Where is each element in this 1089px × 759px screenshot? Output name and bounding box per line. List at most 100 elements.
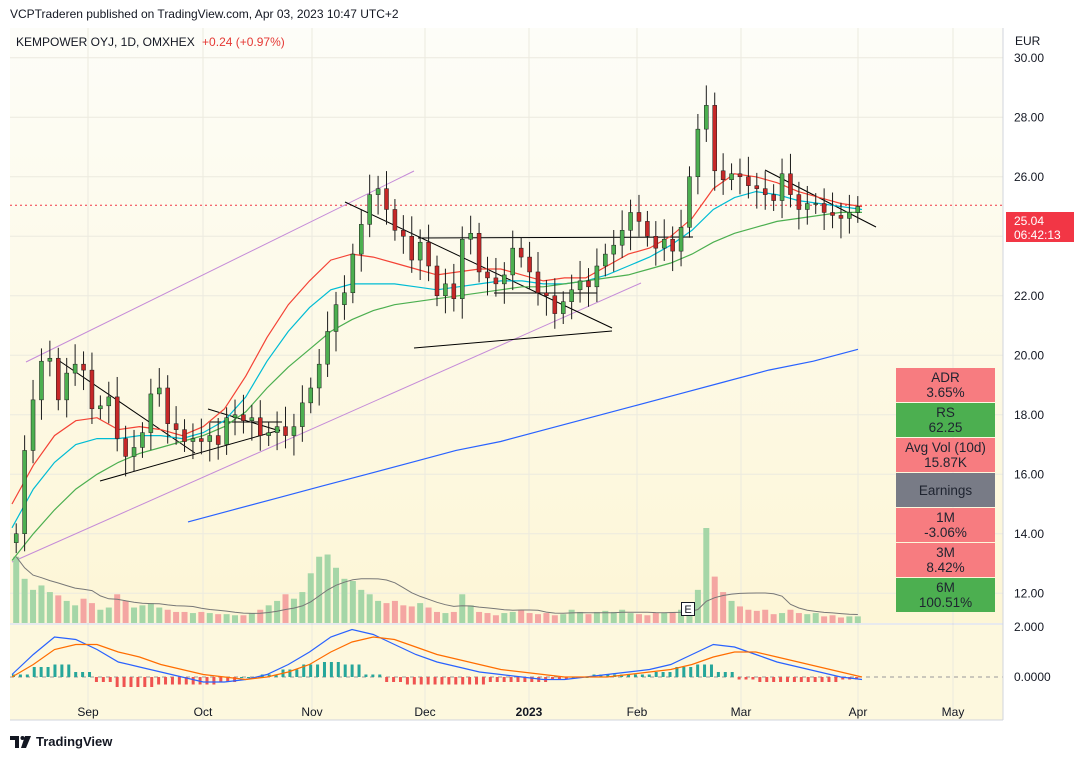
volume-bar (854, 616, 861, 623)
macd-histogram-bar (495, 677, 499, 682)
volume-bar (812, 613, 819, 623)
stat-3m: 3M 8.42% (896, 543, 995, 577)
candle-body (535, 271, 541, 294)
candle-body (670, 238, 675, 252)
volume-bar (13, 556, 20, 623)
macd-histogram-bar (67, 664, 71, 677)
candles (13, 85, 861, 554)
macd-histogram-bar (364, 674, 368, 677)
candle-body (762, 188, 768, 195)
candle-body (131, 447, 137, 457)
volume-bar (324, 554, 331, 623)
candle-body (636, 212, 642, 222)
volume-bar (400, 605, 407, 623)
macd-histogram-bar (205, 677, 209, 685)
candle-body (417, 241, 423, 261)
macd-histogram-bar (385, 677, 389, 682)
macd-histogram-bar (627, 674, 631, 677)
tradingview-logo-icon (10, 735, 31, 748)
volume-bar (21, 578, 28, 623)
price-tick-label: 16.00 (1014, 467, 1044, 481)
candle-body (468, 233, 473, 240)
volume-bar (240, 615, 247, 623)
macd-pane (10, 628, 1003, 687)
macd-histogram-bar (309, 664, 313, 677)
volume-bar (543, 613, 550, 623)
candle-body (215, 435, 221, 445)
macd-histogram-bar (143, 677, 147, 687)
candle-body (232, 414, 238, 418)
candle-body (493, 277, 499, 285)
symbol-legend[interactable]: KEMPOWER OYJ, 1D, OMXHEX +0.24 (+0.97%) (16, 35, 285, 49)
candle-body (594, 265, 600, 288)
volume-bar (476, 611, 483, 623)
macd-histogram-bar (502, 677, 506, 682)
volume-bar (635, 614, 642, 623)
macd-histogram-bar (240, 677, 244, 678)
macd-histogram-bar (475, 677, 479, 685)
trend-line (413, 330, 613, 349)
macd-histogram-bar (682, 667, 686, 677)
candle-body (64, 372, 69, 401)
macd-histogram-bar (668, 672, 672, 677)
macd-histogram-bar (744, 677, 748, 680)
volume-bar (349, 581, 356, 623)
volume-bar (669, 611, 676, 623)
volume-bar (131, 607, 138, 623)
candle-body (392, 209, 398, 231)
stat-adr: ADR 3.65% (896, 368, 995, 402)
candle-body (813, 203, 818, 205)
macd-histogram-bar (316, 664, 320, 677)
macd-histogram-bar (447, 677, 451, 685)
countdown: 06:42:13 (1014, 228, 1061, 242)
macd-histogram-bar (703, 664, 707, 677)
volume-bar (678, 609, 685, 623)
candle-body (140, 432, 145, 448)
candle-body (173, 423, 179, 430)
stat-rs: RS 62.25 (896, 403, 995, 437)
candle-body (788, 173, 793, 195)
macd-histogram-bar (150, 677, 154, 687)
stat-label: 6M (936, 580, 955, 595)
macd-histogram-bar (737, 677, 741, 680)
macd-histogram-bar (177, 677, 181, 685)
candle-body (830, 212, 835, 216)
volume-bar (551, 615, 558, 623)
candle-body (712, 105, 717, 172)
earnings-marker[interactable]: E (681, 602, 695, 616)
price-tick-label: 14.00 (1014, 527, 1044, 541)
macd-histogram-bar (350, 664, 354, 677)
candle-body (342, 292, 347, 305)
candle-body (56, 357, 61, 401)
signal-line (11, 636, 863, 681)
volume-bar (257, 609, 264, 623)
candle-body (611, 244, 616, 255)
volume-bars (13, 528, 861, 623)
volume-bar (333, 567, 340, 623)
stat-label: ADR (931, 370, 960, 385)
volume-bar (585, 614, 592, 623)
footer-brand[interactable]: TradingView (10, 734, 112, 749)
volume-bar (627, 613, 634, 623)
volume-bar (694, 589, 701, 623)
macd-histogram-bar (18, 674, 22, 677)
candle-body (409, 236, 415, 261)
macd-histogram-bar (25, 674, 29, 677)
candle-body (779, 173, 785, 201)
candle-body (678, 227, 684, 252)
volume-bar (644, 615, 651, 623)
volume-bar (484, 613, 491, 623)
price-pane[interactable] (10, 28, 1003, 720)
candle-body (72, 363, 78, 374)
macd-histogram-bar (785, 677, 789, 682)
axes: 12.0014.0016.0018.0020.0022.0024.0026.00… (77, 51, 1051, 719)
candle-body (687, 176, 692, 228)
candle-body (207, 435, 213, 442)
price-tick-label: 22.00 (1014, 289, 1044, 303)
volume-bar (72, 605, 79, 623)
macd-tick-label: 0.0000 (1014, 670, 1051, 684)
candle-body (729, 173, 734, 180)
macd-tick-label: 2.000 (1014, 620, 1044, 634)
volume-bar (181, 611, 188, 623)
